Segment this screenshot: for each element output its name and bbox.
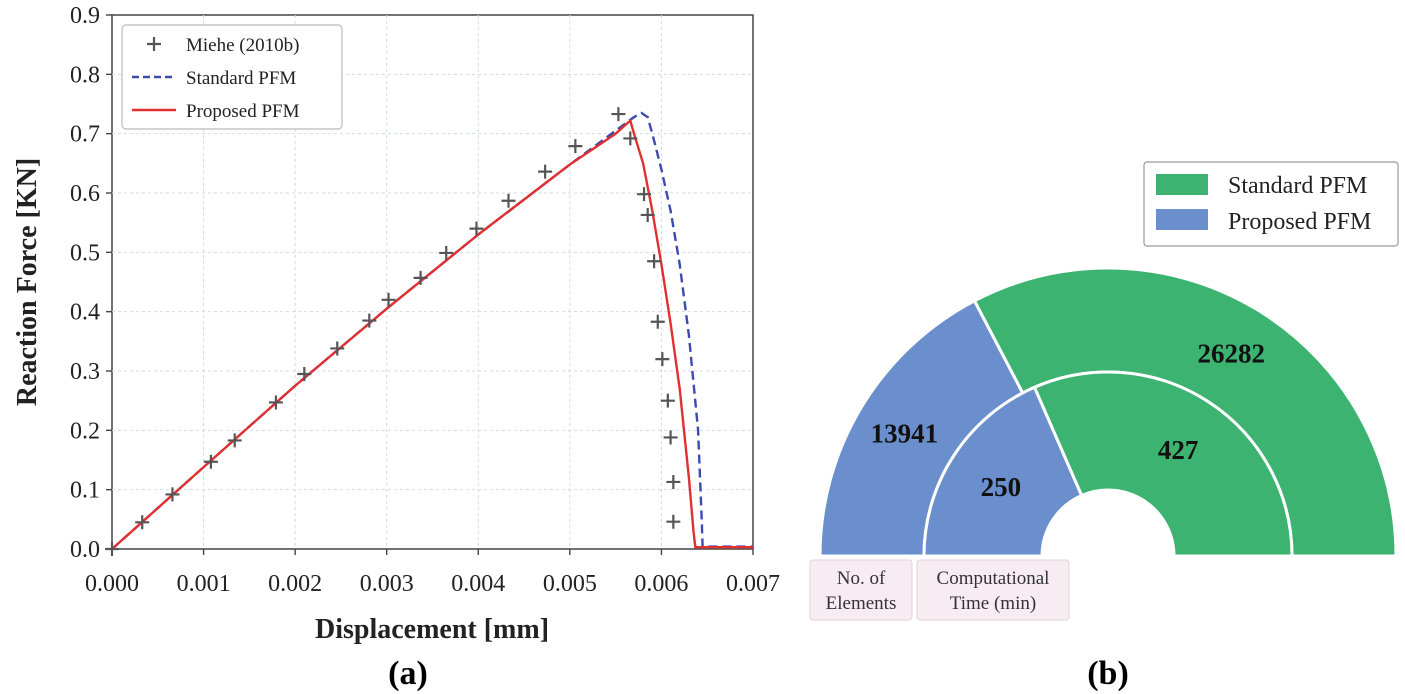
legend-a-box	[121, 24, 343, 130]
category-label-elements: No. of Elements	[809, 559, 913, 621]
category-label-elements-line2: Elements	[826, 593, 897, 614]
category-label-time-line1: Computational	[937, 568, 1050, 589]
miehe-marker	[469, 221, 484, 236]
miehe-marker	[637, 187, 652, 202]
legend-a-label-proposed: Proposed PFM	[186, 101, 300, 122]
legend-b-label-standard: Standard PFM	[1228, 173, 1367, 199]
miehe-marker	[203, 454, 218, 469]
y-tick-label: 0.9	[70, 3, 100, 29]
miehe-marker	[381, 292, 396, 307]
y-tick-label: 0.6	[70, 181, 100, 207]
miehe-marker	[660, 393, 675, 408]
miehe-marker	[362, 313, 377, 328]
category-box-time	[916, 559, 1070, 621]
legend-b: Standard PFM Proposed PFM	[1143, 161, 1399, 247]
x-axis-title: Displacement [mm]	[315, 614, 549, 645]
miehe-marker	[330, 341, 345, 356]
legend-a-item-proposed: Proposed PFM	[132, 101, 300, 122]
miehe-marker	[439, 245, 454, 260]
standard-value-elements: 26282	[1198, 338, 1266, 368]
category-label-elements-line1: No. of	[837, 568, 886, 589]
y-tick-label: 0.0	[70, 537, 100, 563]
category-label-time-line2: Time (min)	[950, 593, 1036, 614]
x-tick-label: 0.001	[177, 571, 231, 597]
miehe-marker	[666, 474, 681, 489]
x-tick-label: 0.005	[543, 571, 597, 597]
legend-a-label-standard: Standard PFM	[186, 68, 296, 89]
x-tick-label: 0.003	[360, 571, 414, 597]
standard-value-time: 427	[1158, 435, 1199, 465]
standard-sector-time	[1032, 370, 1294, 558]
miehe-marker	[666, 514, 681, 529]
x-tick-label: 0.006	[634, 571, 688, 597]
x-tick-label: 0.004	[451, 571, 505, 597]
ticks-a: 0.000 0.001 0.002 0.003 0.004 0.005 0.006 0.007…	[70, 3, 780, 597]
miehe-marker	[640, 207, 655, 222]
miehe-marker	[413, 270, 428, 285]
category-box-elements	[809, 559, 913, 621]
proposed-value-elements: 13941	[871, 419, 939, 449]
legend-b-swatch-proposed	[1156, 209, 1208, 230]
panel-b-label: (b)	[1087, 655, 1129, 692]
plus-marker-icon	[147, 37, 161, 51]
y-tick-label: 0.5	[70, 240, 100, 266]
miehe-marker	[663, 430, 678, 445]
miehe-marker	[611, 107, 626, 122]
x-tick-label: 0.002	[268, 571, 322, 597]
miehe-marker	[227, 433, 242, 448]
y-tick-label: 0.2	[70, 418, 100, 444]
panel-b-half-donut-chart: 13941 26282 250 427 No. of Elements Computa…	[809, 161, 1399, 692]
miehe-marker	[105, 542, 119, 556]
y-tick-label: 0.1	[70, 478, 100, 504]
legend-a-item-miehe: Miehe (2010b)	[147, 35, 299, 56]
proposed-value-time: 250	[981, 472, 1022, 502]
y-tick-label: 0.8	[70, 62, 100, 88]
miehe-marker	[538, 164, 553, 179]
legend-b-swatch-standard	[1156, 174, 1208, 195]
category-label-time: Computational Time (min)	[916, 559, 1070, 621]
miehe-marker	[650, 314, 665, 329]
miehe-marker	[623, 131, 638, 146]
panel-a-line-chart: 0.000 0.001 0.002 0.003 0.004 0.005 0.006 0.007…	[12, 3, 780, 692]
legend-b-item-proposed: Proposed PFM	[1156, 209, 1371, 235]
miehe-marker	[568, 139, 583, 154]
miehe-marker	[501, 193, 516, 208]
miehe-markers	[105, 107, 681, 556]
grid-a	[112, 15, 753, 549]
miehe-marker	[297, 366, 312, 381]
miehe-marker	[655, 352, 670, 367]
y-tick-label: 0.4	[70, 300, 100, 326]
legend-a-label-miehe: Miehe (2010b)	[186, 35, 299, 56]
panel-a-label: (a)	[388, 655, 428, 692]
miehe-marker	[165, 487, 180, 502]
legend-b-item-standard: Standard PFM	[1156, 173, 1367, 199]
x-tick-label: 0.000	[85, 571, 139, 597]
x-tick-label: 0.007	[726, 571, 780, 597]
y-tick-label: 0.7	[70, 122, 100, 148]
proposed-sector-time	[922, 385, 1084, 558]
miehe-marker	[647, 254, 662, 269]
y-tick-label: 0.3	[70, 359, 100, 385]
legend-b-label-proposed: Proposed PFM	[1228, 209, 1371, 235]
miehe-marker	[135, 515, 150, 530]
legend-a-item-standard: Standard PFM	[132, 68, 296, 89]
miehe-marker	[268, 395, 283, 410]
y-axis-title: Reaction Force [KN]	[12, 158, 43, 406]
legend-a: Miehe (2010b) Standard PFM Proposed PFM	[121, 24, 343, 130]
donut-chart: 13941 26282 250 427	[818, 266, 1398, 558]
